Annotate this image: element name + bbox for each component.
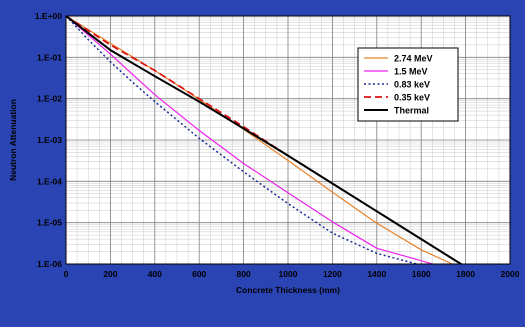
legend-label: 1.5 MeV <box>394 67 428 77</box>
series-layer <box>66 16 463 264</box>
legend-label: 0.83 keV <box>394 80 430 90</box>
y-tick-label: 1.E-06 <box>37 259 62 269</box>
x-tick-label: 800 <box>237 269 251 279</box>
legend-label: 2.74 MeV <box>394 54 433 64</box>
legend: 2.74 MeV 1.5 MeV 0.83 keV 0.35 keV Thermal <box>357 47 459 122</box>
x-tick-labels: 0 200 400 600 800 1000 1200 1400 1600 1800 2000 <box>64 269 520 279</box>
y-tick-label: 1.E-04 <box>37 176 62 186</box>
x-tick-label: 200 <box>103 269 117 279</box>
x-tick-label: 1600 <box>412 269 431 279</box>
y-tick-labels: 1.E-06 1.E-05 1.E-04 1.E-03 1.E-02 1.E-01 1.E+… <box>35 11 62 269</box>
y-axis-label: Neutron Attenuation <box>8 99 18 181</box>
x-axis-label: Concrete Thickness (mm) <box>236 285 340 295</box>
y-tick-label: 1.E-03 <box>37 135 62 145</box>
x-tick-label: 0 <box>64 269 69 279</box>
y-tick-label: 1.E-01 <box>37 52 62 62</box>
x-tick-label: 2000 <box>501 269 520 279</box>
x-tick-label: 600 <box>192 269 206 279</box>
x-tick-label: 1400 <box>367 269 386 279</box>
x-tick-label: 1200 <box>323 269 342 279</box>
y-tick-label: 1.E+00 <box>35 11 62 21</box>
plot-frame <box>65 15 511 265</box>
x-tick-label: 1800 <box>456 269 475 279</box>
x-tick-label: 1000 <box>279 269 298 279</box>
series-line-1-5-mev <box>66 16 433 264</box>
x-tick-label: 400 <box>148 269 162 279</box>
legend-label: Thermal <box>394 106 429 116</box>
y-tick-label: 1.E-02 <box>37 94 62 104</box>
series-line-0-83-kev <box>66 16 417 264</box>
series-line-thermal <box>66 16 463 264</box>
y-tick-label: 1.E-05 <box>37 218 62 228</box>
legend-label: 0.35 keV <box>394 93 430 103</box>
